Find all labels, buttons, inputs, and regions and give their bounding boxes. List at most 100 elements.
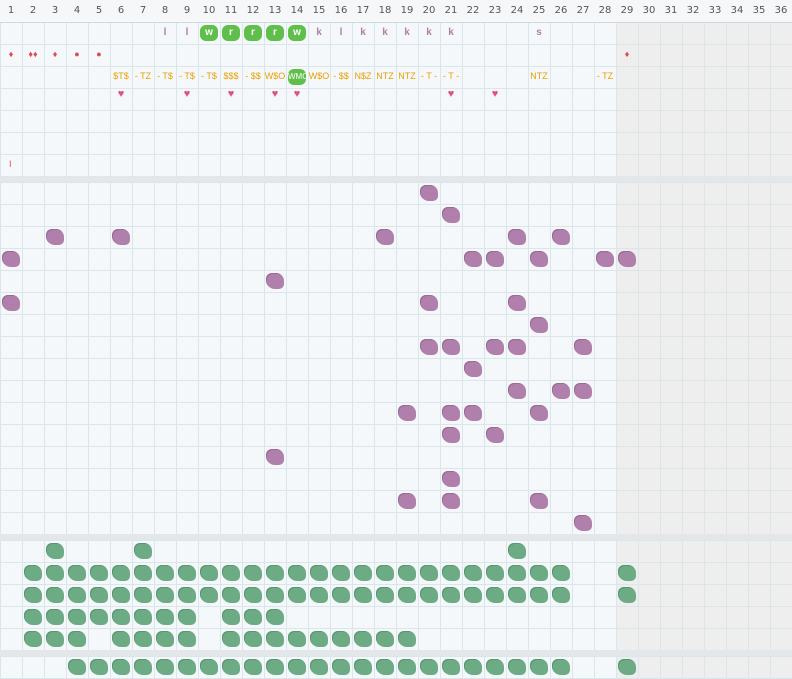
green-mark[interactable] — [156, 631, 174, 647]
orange-label[interactable]: - T$ — [179, 71, 195, 81]
orange-label[interactable]: W$O — [264, 71, 286, 81]
green-mark[interactable] — [200, 659, 218, 675]
green-mark[interactable] — [354, 631, 372, 647]
green-mark[interactable] — [112, 587, 130, 603]
green-mark[interactable] — [134, 659, 152, 675]
purple-mark[interactable] — [530, 251, 548, 267]
purple-mark[interactable] — [442, 207, 460, 223]
orange-label[interactable]: - TZ — [134, 71, 152, 81]
green-mark[interactable] — [552, 587, 570, 603]
column-number[interactable]: 31 — [664, 5, 678, 16]
green-mark[interactable] — [442, 565, 460, 581]
orange-label[interactable]: - T - — [442, 71, 460, 81]
green-mark[interactable] — [420, 587, 438, 603]
green-mark[interactable] — [112, 631, 130, 647]
letter-badge[interactable]: r — [266, 25, 284, 41]
green-mark[interactable] — [90, 565, 108, 581]
green-mark[interactable] — [310, 631, 328, 647]
green-mark[interactable] — [508, 659, 526, 675]
green-mark[interactable] — [288, 587, 306, 603]
green-mark[interactable] — [310, 587, 328, 603]
column-number[interactable]: 7 — [139, 5, 147, 16]
green-mark[interactable] — [222, 587, 240, 603]
orange-label[interactable]: N$Z — [354, 71, 372, 81]
orange-label[interactable]: - TZ — [596, 71, 614, 81]
green-mark[interactable] — [398, 565, 416, 581]
column-number[interactable]: 4 — [73, 5, 81, 16]
green-mark[interactable] — [68, 565, 86, 581]
purple-mark[interactable] — [442, 493, 460, 509]
purple-mark[interactable] — [2, 295, 20, 311]
green-mark[interactable] — [508, 587, 526, 603]
green-mark[interactable] — [288, 659, 306, 675]
green-mark[interactable] — [68, 631, 86, 647]
purple-mark[interactable] — [530, 493, 548, 509]
green-mark[interactable] — [376, 631, 394, 647]
purple-mark[interactable] — [486, 339, 504, 355]
purple-mark[interactable] — [486, 427, 504, 443]
green-mark[interactable] — [442, 587, 460, 603]
green-mark[interactable] — [244, 631, 262, 647]
purple-mark[interactable] — [464, 405, 482, 421]
column-number[interactable]: 14 — [290, 5, 304, 16]
column-number[interactable]: 19 — [400, 5, 414, 16]
green-mark[interactable] — [266, 659, 284, 675]
purple-mark[interactable] — [508, 383, 526, 399]
purple-mark[interactable] — [442, 471, 460, 487]
green-mark[interactable] — [486, 659, 504, 675]
letter-mark[interactable]: k — [426, 27, 432, 38]
green-mark[interactable] — [90, 659, 108, 675]
green-mark[interactable] — [398, 631, 416, 647]
column-number[interactable]: 33 — [708, 5, 722, 16]
green-mark[interactable] — [46, 543, 64, 559]
column-number[interactable]: 28 — [598, 5, 612, 16]
green-mark[interactable] — [134, 587, 152, 603]
letter-mark[interactable]: l — [339, 27, 343, 38]
green-mark[interactable] — [46, 609, 64, 625]
orange-label[interactable]: NTZ — [398, 71, 416, 81]
green-mark[interactable] — [376, 659, 394, 675]
green-mark[interactable] — [112, 609, 130, 625]
purple-mark[interactable] — [376, 229, 394, 245]
purple-mark[interactable] — [508, 339, 526, 355]
green-mark[interactable] — [464, 659, 482, 675]
purple-mark[interactable] — [464, 251, 482, 267]
green-mark[interactable] — [618, 587, 636, 603]
green-mark[interactable] — [222, 609, 240, 625]
letter-mark[interactable]: k — [448, 27, 454, 38]
green-mark[interactable] — [288, 631, 306, 647]
purple-mark[interactable] — [398, 493, 416, 509]
column-number[interactable]: 3 — [51, 5, 59, 16]
green-mark[interactable] — [552, 565, 570, 581]
green-mark[interactable] — [420, 659, 438, 675]
green-mark[interactable] — [178, 631, 196, 647]
green-mark[interactable] — [24, 631, 42, 647]
green-mark[interactable] — [134, 543, 152, 559]
purple-mark[interactable] — [442, 339, 460, 355]
orange-label[interactable]: NTZ — [530, 71, 548, 81]
green-mark[interactable] — [178, 587, 196, 603]
purple-mark[interactable] — [574, 383, 592, 399]
green-mark[interactable] — [354, 587, 372, 603]
green-mark[interactable] — [222, 659, 240, 675]
green-mark[interactable] — [398, 659, 416, 675]
column-number[interactable]: 1 — [7, 5, 15, 16]
column-number[interactable]: 27 — [576, 5, 590, 16]
green-mark[interactable] — [68, 587, 86, 603]
orange-label[interactable]: - T$ — [201, 71, 217, 81]
green-mark[interactable] — [178, 565, 196, 581]
orange-label[interactable]: - T - — [420, 71, 438, 81]
green-mark[interactable] — [200, 587, 218, 603]
purple-mark[interactable] — [2, 251, 20, 267]
green-mark[interactable] — [244, 587, 262, 603]
column-number[interactable]: 18 — [378, 5, 392, 16]
green-mark[interactable] — [156, 659, 174, 675]
column-number[interactable]: 22 — [466, 5, 480, 16]
green-mark[interactable] — [46, 565, 64, 581]
purple-mark[interactable] — [530, 317, 548, 333]
green-mark[interactable] — [156, 587, 174, 603]
green-mark[interactable] — [464, 565, 482, 581]
column-number[interactable]: 24 — [510, 5, 524, 16]
green-mark[interactable] — [90, 587, 108, 603]
column-number[interactable]: 2 — [29, 5, 37, 16]
